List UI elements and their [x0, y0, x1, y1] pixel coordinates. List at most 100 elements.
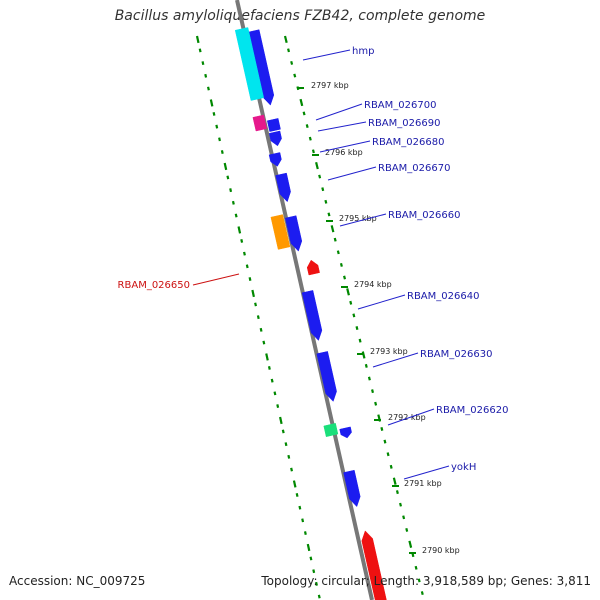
- gene-label: RBAM_026660: [388, 210, 460, 221]
- gene-leader-line: [192, 273, 240, 286]
- gene-leader-line: [372, 352, 419, 368]
- inner-ruler-tick: [367, 376, 371, 381]
- outer-ruler-tick: [315, 581, 318, 586]
- gene-label-group: hmp RBAM_026700 RBAM_026690 RBAM_026680 RBAM…: [118, 46, 508, 480]
- ruler-tick-group: [195, 35, 424, 599]
- outer-ruler-tick: [301, 518, 305, 523]
- inner-ruler-tick: [349, 300, 353, 305]
- inner-ruler-tick: [330, 225, 335, 233]
- inner-ruler-tick: [383, 439, 387, 444]
- kbp-tick-label: 2793 kbp: [370, 347, 408, 356]
- outer-ruler-tick: [279, 416, 283, 425]
- inner-ruler-tick: [380, 427, 384, 431]
- inner-ruler-tick: [311, 149, 315, 154]
- gene-label: RBAM_026670: [378, 163, 450, 174]
- cds-arrow: [275, 172, 291, 203]
- inner-ruler-tick: [299, 98, 304, 107]
- outer-ruler-tick: [265, 353, 269, 361]
- cds-arrow: [267, 118, 281, 132]
- outer-ruler-tick: [295, 493, 299, 497]
- outer-ruler-tick: [245, 264, 249, 269]
- inner-ruler-tick: [283, 35, 288, 44]
- misc-feature-green: [323, 422, 339, 438]
- cds-reverse-arrow: [306, 259, 320, 276]
- gene-leader-line: [327, 166, 377, 181]
- inner-ruler-tick: [302, 111, 306, 116]
- inner-ruler-tick: [343, 275, 347, 280]
- cds-arrow: [285, 215, 303, 252]
- cds-arrow: [339, 426, 352, 439]
- kbp-tick-label: 2791 kbp: [404, 479, 442, 488]
- gene-leader-line: [403, 465, 450, 480]
- outer-ruler-tick: [209, 99, 214, 107]
- outer-ruler-tick: [298, 505, 302, 510]
- inner-ruler-tick: [290, 60, 294, 65]
- inner-ruler-tick: [420, 591, 424, 596]
- outer-ruler-tick: [256, 315, 260, 320]
- inner-ruler-tick: [364, 363, 368, 368]
- inner-ruler-tick: [414, 565, 418, 570]
- outer-ruler-tick: [284, 442, 288, 447]
- inner-ruler-tick: [402, 515, 406, 520]
- inner-ruler-tick: [321, 187, 325, 192]
- inner-ruler-tick: [352, 313, 356, 318]
- inner-ruler-tick: [339, 262, 343, 267]
- outer-ruler-tick: [312, 569, 316, 574]
- outer-ruler-tick: [292, 480, 297, 488]
- accession-label: Accession: NC_009725: [9, 574, 146, 588]
- inner-ruler-tick: [374, 401, 378, 406]
- gene-leader-line: [339, 213, 387, 227]
- inner-ruler-tick: [346, 288, 350, 296]
- kbp-tick-label: 2796 kbp: [325, 148, 363, 157]
- gene-leader-line: [387, 408, 435, 426]
- outer-ruler-tick: [218, 137, 221, 142]
- gene-leader-line: [319, 140, 371, 153]
- outer-ruler-tick: [237, 226, 242, 234]
- outer-ruler-tick: [198, 48, 202, 53]
- inner-ruler-tick: [327, 212, 331, 217]
- outer-ruler-tick: [262, 340, 266, 345]
- outer-ruler-tick: [201, 61, 205, 66]
- inner-ruler-tick: [293, 73, 297, 78]
- gene-label: hmp: [352, 46, 374, 57]
- outer-ruler-tick: [212, 111, 216, 116]
- gene-leader-line: [315, 103, 363, 121]
- outer-ruler-tick: [215, 124, 219, 129]
- kbp-tick-label: 2792 kbp: [388, 413, 426, 422]
- gene-leader-line: [302, 49, 351, 61]
- outer-ruler-tick: [234, 213, 238, 218]
- kbp-tick-label: 2795 kbp: [339, 214, 377, 223]
- inner-ruler-tick: [318, 174, 322, 179]
- inner-ruler-tick: [417, 578, 421, 583]
- inner-ruler-tick: [358, 338, 362, 343]
- outer-ruler-tick: [273, 391, 277, 396]
- outer-ruler-tick: [309, 556, 313, 561]
- outer-ruler-tick: [195, 35, 200, 44]
- outer-ruler-tick: [259, 327, 263, 332]
- misc-feature-magenta: [252, 114, 267, 132]
- kbp-tick-label: 2794 kbp: [354, 280, 392, 289]
- cds-arrow: [268, 152, 282, 167]
- inner-ruler-tick: [395, 490, 399, 495]
- outer-ruler-tick: [251, 289, 255, 298]
- gene-label: RBAM_026680: [372, 137, 444, 148]
- inner-ruler-tick: [308, 136, 312, 141]
- kbp-tick-label: 2797 kbp: [311, 81, 349, 90]
- outer-ruler-tick: [204, 73, 208, 78]
- inner-ruler-tick: [399, 502, 403, 507]
- outer-ruler-tick: [231, 200, 235, 205]
- cds-arrow: [301, 290, 323, 341]
- inner-ruler-tick: [392, 477, 397, 485]
- outer-ruler-tick: [303, 531, 307, 536]
- gene-label: RBAM_026630: [420, 349, 492, 360]
- outer-ruler-tick: [270, 378, 274, 383]
- gene-leader-line: [357, 294, 406, 310]
- inner-ruler-tick: [355, 326, 359, 330]
- gene-label: RBAM_026620: [436, 405, 508, 416]
- feature-group: [234, 27, 387, 600]
- inner-ruler-tick: [287, 48, 291, 53]
- topology-label: Topology: circular; Length: 3,918,589 bp…: [261, 574, 591, 588]
- inner-ruler-tick: [371, 389, 375, 394]
- outer-ruler-tick: [226, 175, 230, 180]
- cds-reverse-arrow: [361, 530, 387, 600]
